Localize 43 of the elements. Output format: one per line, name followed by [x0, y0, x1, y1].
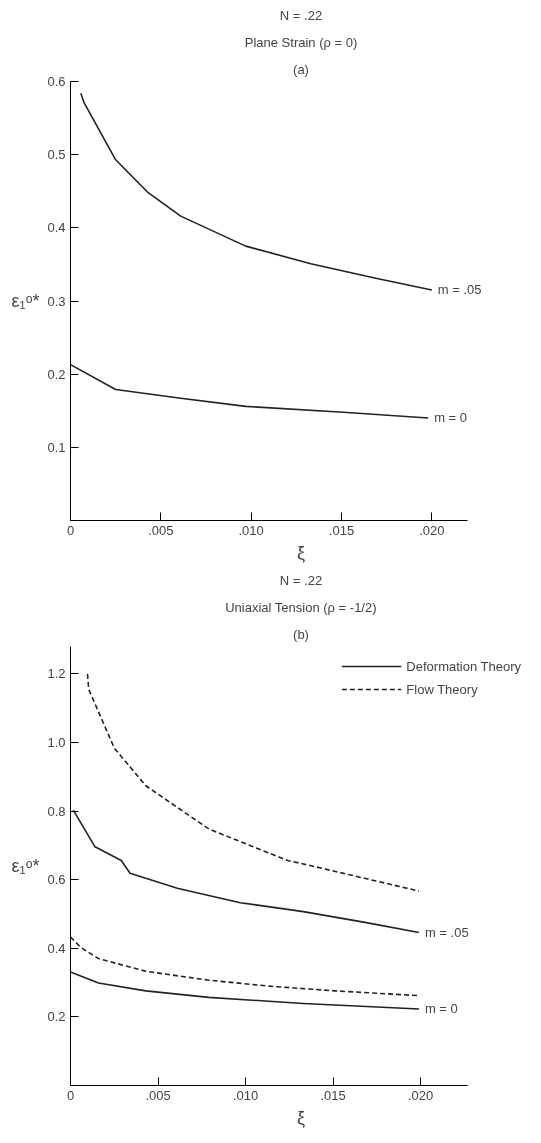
x-tick-label: .010	[238, 522, 264, 538]
annotation: m = 0	[424, 1001, 458, 1017]
x-axis-title: ξ	[296, 542, 306, 563]
y-tick-label: 0.6	[47, 872, 66, 888]
x-tick-label: .015	[328, 522, 355, 538]
line-series	[70, 936, 420, 997]
line-series	[72, 809, 420, 934]
y-tick-label: 0.3	[47, 293, 66, 309]
annotation: m = 0	[434, 410, 468, 426]
text: N = .22	[279, 7, 323, 23]
y-tick-label: 0.6	[47, 74, 66, 89]
legend-label: Flow Theory	[406, 681, 478, 697]
y-tick-label: 1.2	[47, 666, 66, 682]
text: N = .22	[279, 572, 323, 588]
y-tick-label: 0.4	[47, 220, 66, 236]
y-tick-label: 0.2	[47, 366, 66, 382]
x-tick-label: .020	[407, 1087, 434, 1103]
text: (b)	[293, 626, 309, 642]
y-tick-label: 1.0	[47, 735, 66, 751]
x-tick-label: .015	[320, 1087, 346, 1103]
text: Uniaxial Tension (ρ = -1/2)	[225, 599, 377, 615]
y-axis-title: ε₁ᵒ*	[11, 291, 40, 311]
annotation: m = .05	[424, 924, 469, 940]
y-tick-label: 0.8	[47, 803, 66, 819]
y-tick-label: 0.2	[47, 1009, 66, 1025]
legend-label: Deformation Theory	[406, 658, 521, 674]
x-axis-title: ξ	[296, 1107, 306, 1128]
y-axis-title: ε₁ᵒ*	[11, 856, 40, 876]
y-tick-label: 0.1	[47, 439, 66, 455]
annotation: m = .05	[437, 282, 482, 298]
x-tick-label: 0	[66, 522, 75, 538]
line-series	[70, 363, 429, 419]
text: Plane Strain (ρ = 0)	[244, 34, 358, 50]
x-tick-label: .010	[232, 1087, 259, 1103]
line-series	[70, 971, 420, 1010]
line-series	[80, 92, 433, 291]
y-tick-label: 0.5	[47, 147, 66, 163]
x-tick-label: .020	[419, 522, 445, 538]
x-tick-label: .005	[148, 522, 174, 538]
y-tick-label: 0.4	[47, 940, 66, 956]
x-tick-label: 0	[66, 1087, 75, 1103]
x-tick-label: .005	[145, 1087, 171, 1103]
text: (a)	[293, 61, 309, 77]
